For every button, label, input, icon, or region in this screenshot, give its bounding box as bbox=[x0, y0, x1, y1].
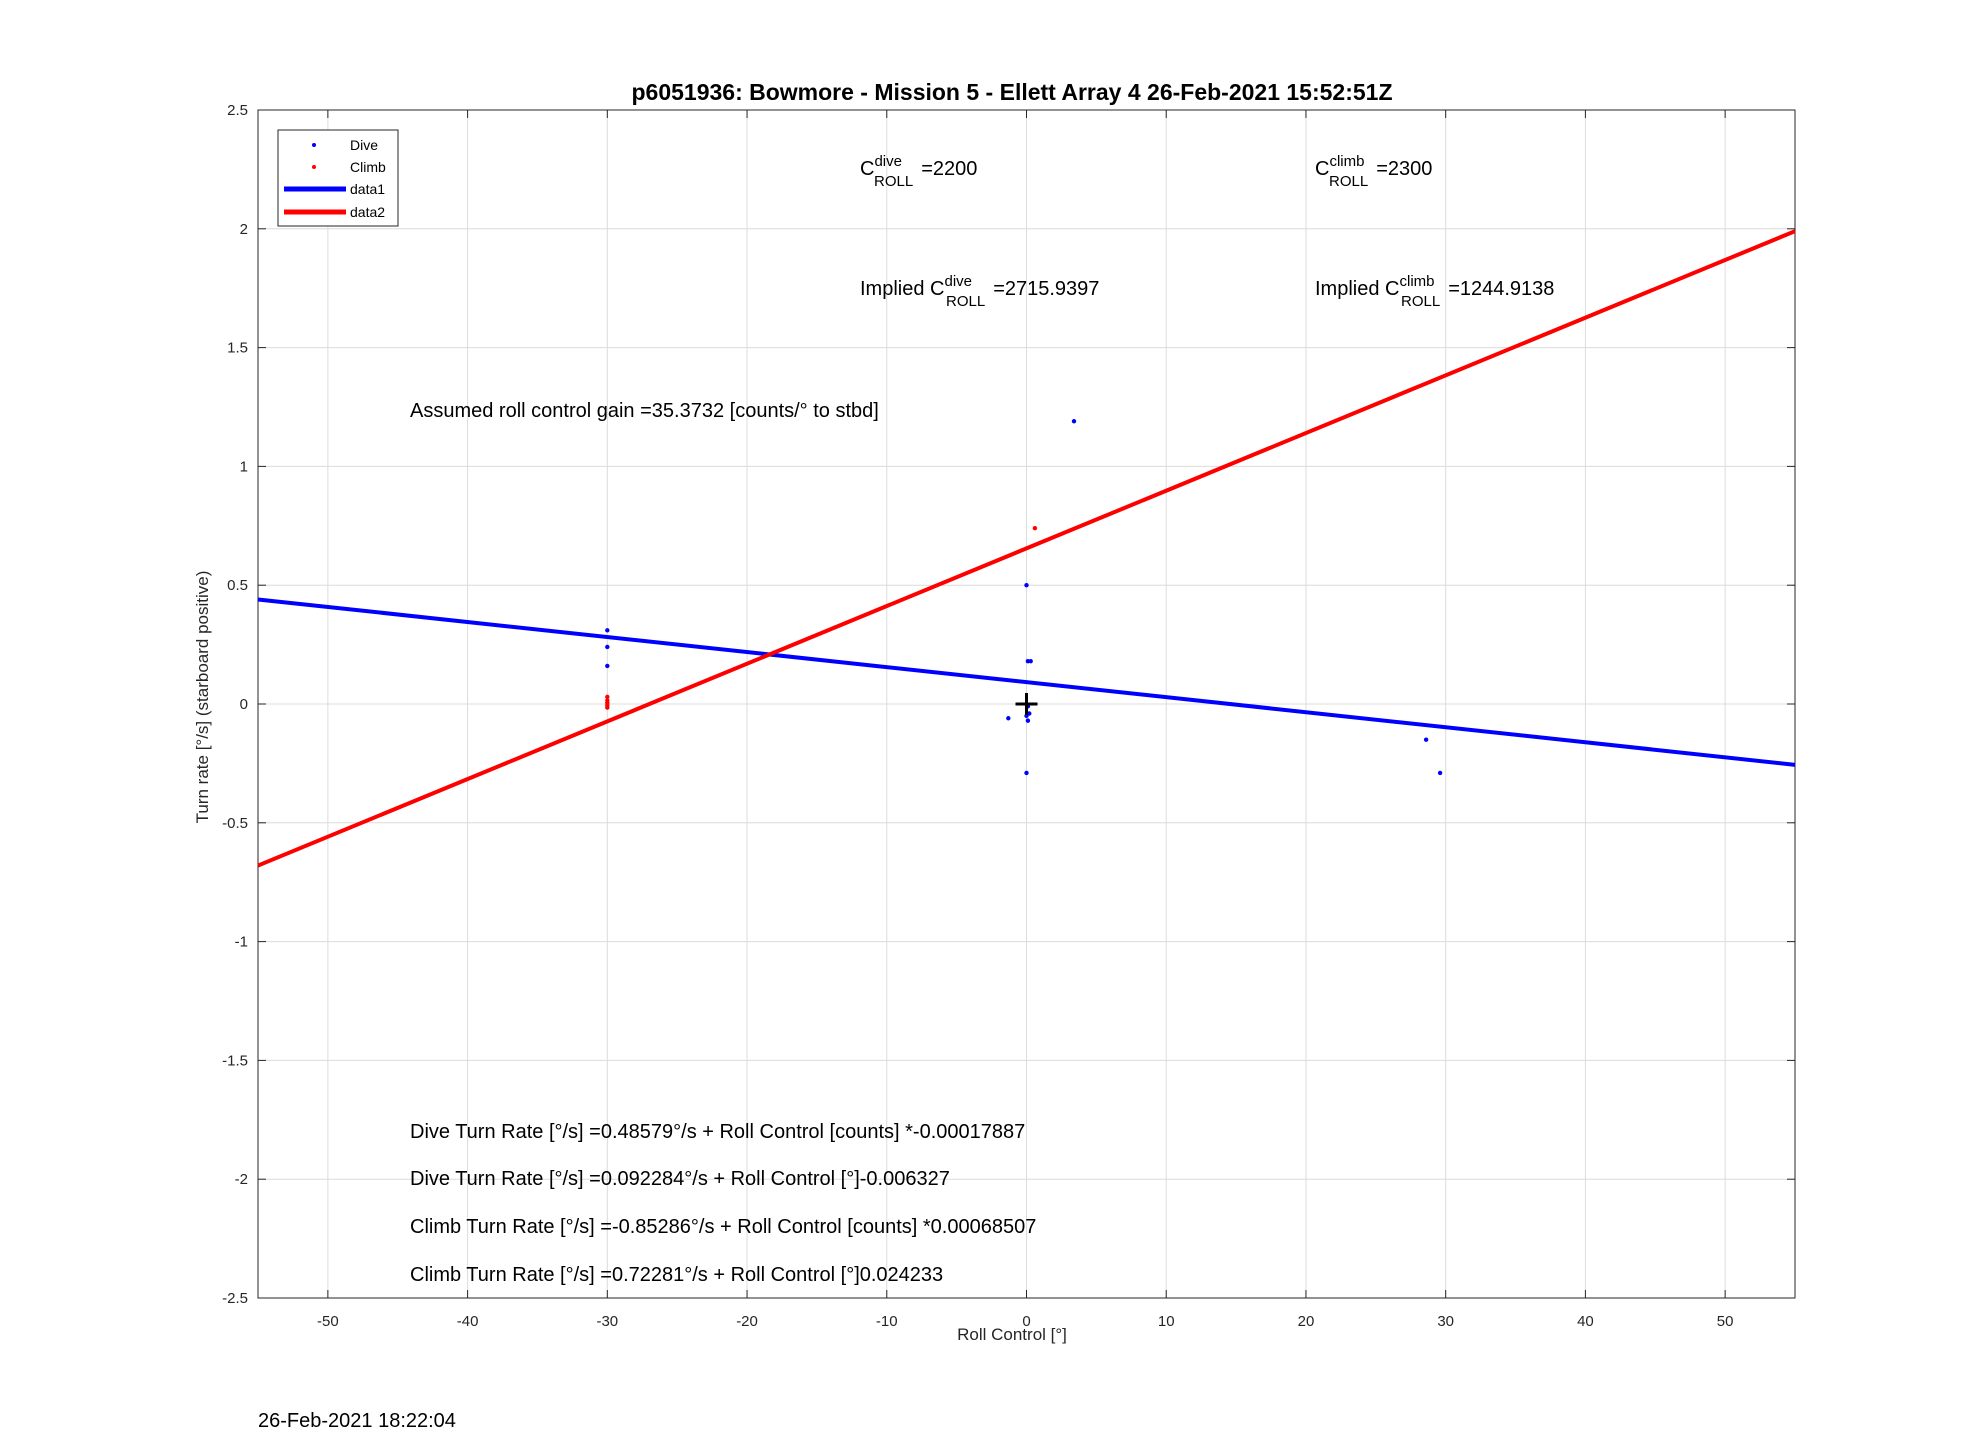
y-tick-label: -2.5 bbox=[222, 1290, 248, 1307]
y-tick-label: -1.5 bbox=[222, 1052, 248, 1069]
fit-line-data1 bbox=[257, 597, 1796, 767]
dive-point bbox=[1437, 770, 1443, 776]
ticks bbox=[258, 109, 1795, 1299]
y-axis-label: Turn rate [°/s] (starboard positive) bbox=[193, 571, 212, 824]
y-tick-label: -2 bbox=[235, 1171, 248, 1188]
legend-dive-label: Dive bbox=[350, 137, 378, 153]
climb-equation-degrees: Climb Turn Rate [°/s] =0.72281°/s + Roll… bbox=[410, 1264, 943, 1286]
x-tick-label: 20 bbox=[1298, 1313, 1315, 1330]
dive-point bbox=[1024, 583, 1029, 588]
x-tick-label: 40 bbox=[1577, 1313, 1594, 1330]
c-roll-climb-annotation: Cclimb ROLL=2300 bbox=[1315, 153, 1432, 190]
chart-title: p6051936: Bowmore - Mission 5 - Ellett A… bbox=[631, 79, 1392, 105]
legend: Dive Climb data1 data2 bbox=[277, 129, 399, 227]
x-tick-label: 30 bbox=[1437, 1313, 1454, 1330]
implied-c-roll-climb-annotation: Implied Cclimb ROLL=1244.9138 bbox=[1315, 273, 1554, 310]
x-tick-label: 10 bbox=[1158, 1313, 1175, 1330]
legend-data1-label: data1 bbox=[350, 181, 385, 197]
legend-climb-label: Climb bbox=[350, 159, 386, 175]
dive-point bbox=[1071, 419, 1077, 424]
x-axis-label: Roll Control [°] bbox=[957, 1325, 1067, 1344]
dive-point bbox=[1024, 770, 1029, 776]
climb-point bbox=[605, 694, 610, 700]
legend-data2-label: data2 bbox=[350, 204, 385, 220]
x-tick-label: -10 bbox=[876, 1313, 898, 1330]
x-tick-label: -20 bbox=[736, 1313, 758, 1330]
x-tick-label: -40 bbox=[457, 1313, 479, 1330]
x-tick-label: 50 bbox=[1717, 1313, 1734, 1330]
series-layer bbox=[257, 229, 1796, 868]
figure-timestamp: 26-Feb-2021 18:22:04 bbox=[258, 1410, 456, 1432]
fit-line-data2 bbox=[257, 229, 1796, 868]
dive-point bbox=[1423, 737, 1429, 742]
dive-equation-degrees: Dive Turn Rate [°/s] =0.092284°/s + Roll… bbox=[410, 1168, 950, 1190]
y-tick-label: 2 bbox=[240, 221, 248, 238]
dive-point bbox=[1028, 659, 1033, 664]
x-tick-label: 0 bbox=[1022, 1313, 1030, 1330]
y-tick-label: 0.5 bbox=[227, 577, 248, 594]
y-tick-label: -1 bbox=[235, 934, 248, 951]
legend-dive-marker bbox=[312, 143, 316, 147]
climb-point bbox=[1032, 525, 1038, 531]
dive-point bbox=[605, 628, 610, 633]
dive-point bbox=[605, 663, 610, 669]
implied-c-roll-dive-annotation: Implied Cdive ROLL=2715.9397 bbox=[860, 273, 1099, 310]
x-tick-label: -50 bbox=[317, 1313, 339, 1330]
dive-point bbox=[605, 644, 610, 650]
y-tick-label: -0.5 bbox=[222, 815, 248, 832]
y-tick-label: 2.5 bbox=[227, 102, 248, 119]
y-tick-label: 1 bbox=[240, 458, 248, 475]
x-tick-label: -30 bbox=[596, 1313, 618, 1330]
y-tick-label: 0 bbox=[240, 696, 248, 713]
dive-equation-counts: Dive Turn Rate [°/s] =0.48579°/s + Roll … bbox=[410, 1121, 1025, 1143]
climb-equation-counts: Climb Turn Rate [°/s] =-0.85286°/s + Rol… bbox=[410, 1216, 1036, 1238]
y-tick-label: 1.5 bbox=[227, 340, 248, 357]
climb-point bbox=[605, 705, 610, 710]
dive-point bbox=[1025, 718, 1031, 723]
c-roll-dive-annotation: Cdive ROLL=2200 bbox=[860, 153, 977, 190]
dive-point bbox=[1027, 711, 1032, 716]
tick-labels: -50 -40 -30 -20 -10 0 10 20 30 40 50-2.5-2-1.5-1-0… bbox=[222, 102, 1733, 1330]
roll-gain-annotation: Assumed roll control gain =35.3732 [coun… bbox=[410, 400, 879, 422]
legend-climb-marker bbox=[312, 165, 316, 169]
dive-point bbox=[1006, 716, 1011, 721]
